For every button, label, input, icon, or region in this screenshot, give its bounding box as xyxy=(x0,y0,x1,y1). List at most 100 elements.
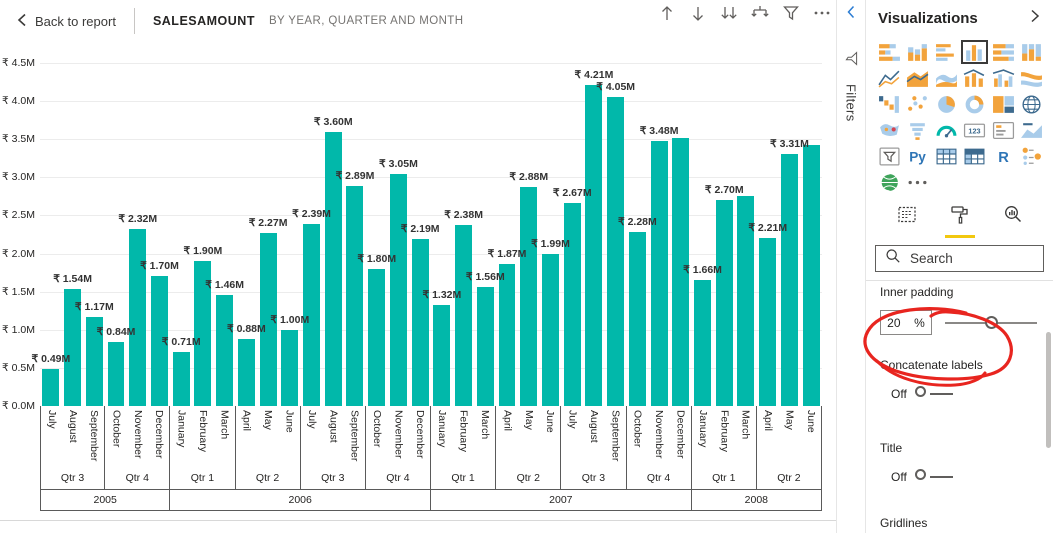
viz-icon-stacked-bar-chart[interactable] xyxy=(876,40,903,64)
bar[interactable] xyxy=(780,154,798,406)
tab-format[interactable] xyxy=(944,202,975,238)
slider-thumb[interactable] xyxy=(985,315,998,329)
bar[interactable] xyxy=(715,200,733,406)
viz-icon-r-script-visual[interactable]: R xyxy=(990,144,1017,168)
bar[interactable] xyxy=(672,138,690,406)
viz-icon-card[interactable]: 123 xyxy=(961,118,988,142)
bar-value-label: ₹ 2.70M xyxy=(704,184,744,196)
bar[interactable] xyxy=(368,269,386,406)
drill-up-icon[interactable] xyxy=(656,2,678,24)
bar[interactable] xyxy=(237,339,255,406)
bar[interactable] xyxy=(64,289,82,406)
viz-icon-area-chart[interactable] xyxy=(904,66,931,90)
viz-icon-gauge[interactable] xyxy=(933,118,960,142)
bar[interactable] xyxy=(476,287,494,406)
viz-icon-line-clustered-column-chart[interactable] xyxy=(990,66,1017,90)
bar[interactable] xyxy=(520,187,538,406)
viz-icon-donut-chart[interactable] xyxy=(961,92,988,116)
bar[interactable] xyxy=(303,224,320,406)
viz-icon-map[interactable] xyxy=(1018,92,1045,116)
bar[interactable] xyxy=(216,295,234,406)
bar[interactable] xyxy=(389,174,407,406)
panel-scrollbar-thumb[interactable] xyxy=(1046,332,1051,448)
month-axis-label: June xyxy=(544,410,557,433)
viz-icon-line-chart[interactable] xyxy=(876,66,903,90)
bar[interactable] xyxy=(541,254,559,406)
inner-padding-value[interactable] xyxy=(887,315,906,330)
viz-icon-scatter-chart[interactable] xyxy=(904,92,931,116)
month-axis-label: January xyxy=(436,410,449,448)
expand-all-levels-icon[interactable] xyxy=(749,2,771,24)
tab-analytics[interactable] xyxy=(998,202,1028,238)
bar[interactable] xyxy=(129,229,147,406)
tab-fields[interactable] xyxy=(892,202,922,238)
toggle-off-switch[interactable] xyxy=(914,385,959,402)
filter-icon[interactable] xyxy=(780,2,802,24)
inner-padding-input[interactable]: % xyxy=(880,310,932,335)
viz-icon-slicer[interactable] xyxy=(876,144,903,168)
bar[interactable] xyxy=(172,352,190,406)
bar[interactable] xyxy=(650,141,668,406)
viz-icon-stacked-column-chart[interactable] xyxy=(904,40,931,64)
bar[interactable] xyxy=(107,342,125,406)
viz-icon-waterfall-chart[interactable] xyxy=(876,92,903,116)
search-input[interactable] xyxy=(910,251,1034,266)
bar[interactable] xyxy=(411,239,429,406)
expand-filters-chevron-icon[interactable] xyxy=(845,5,857,24)
viz-icon-table[interactable] xyxy=(933,144,960,168)
bar[interactable] xyxy=(433,305,451,406)
viz-icon-filled-map[interactable] xyxy=(876,118,903,142)
bar[interactable] xyxy=(194,261,212,406)
viz-icon-pie-chart[interactable] xyxy=(933,92,960,116)
bar[interactable] xyxy=(628,232,646,406)
expand-next-level-icon[interactable] xyxy=(718,2,740,24)
visual-header-toolbar xyxy=(656,2,833,24)
viz-icon-ribbon-chart[interactable] xyxy=(1018,66,1045,90)
bar[interactable] xyxy=(85,317,103,406)
bar[interactable] xyxy=(563,203,581,406)
viz-icon-arcgis-map[interactable] xyxy=(876,170,903,194)
inner-padding-slider[interactable] xyxy=(945,315,1037,331)
viz-icon-more-options[interactable] xyxy=(904,170,931,194)
bar[interactable] xyxy=(42,369,60,406)
title-toggle[interactable]: Off xyxy=(880,468,1053,485)
collapse-panel-chevron-icon[interactable] xyxy=(1028,9,1041,28)
viz-icon-clustered-column-chart[interactable] xyxy=(961,40,989,64)
bar[interactable] xyxy=(498,264,516,406)
drill-down-icon[interactable] xyxy=(687,2,709,24)
viz-icon-100-stacked-column-chart[interactable] xyxy=(1018,40,1045,64)
bar[interactable] xyxy=(607,97,625,406)
bar[interactable] xyxy=(150,276,168,406)
bar[interactable] xyxy=(281,330,299,406)
bar[interactable] xyxy=(346,186,364,406)
bar[interactable] xyxy=(259,233,277,406)
viz-icon-matrix[interactable] xyxy=(961,144,988,168)
back-to-report-button[interactable]: Back to report xyxy=(16,13,116,30)
bar[interactable] xyxy=(324,132,342,406)
viz-icon-python-visual[interactable]: Py xyxy=(904,144,931,168)
bar[interactable] xyxy=(585,85,603,406)
toggle-off-switch[interactable] xyxy=(914,468,959,485)
month-axis-label: January xyxy=(175,410,188,448)
filters-pane-label[interactable]: Filters xyxy=(843,84,859,122)
viz-icon-kpi[interactable] xyxy=(1018,118,1045,142)
viz-icon-multi-row-card[interactable] xyxy=(990,118,1017,142)
filters-funnel-icon xyxy=(843,50,860,72)
viz-icon-stacked-area-chart[interactable] xyxy=(933,66,960,90)
format-search-box[interactable] xyxy=(875,245,1044,272)
viz-icon-clustered-bar-chart[interactable] xyxy=(933,40,960,64)
bar[interactable] xyxy=(737,196,755,406)
viz-icon-funnel[interactable] xyxy=(904,118,931,142)
bar[interactable] xyxy=(455,225,473,406)
bar[interactable] xyxy=(694,280,711,406)
bar[interactable] xyxy=(802,145,820,406)
concatenate-labels-toggle[interactable]: Off xyxy=(880,385,1053,402)
viz-icon-100-stacked-bar-chart[interactable] xyxy=(990,40,1017,64)
more-options-icon[interactable] xyxy=(811,2,833,24)
quarter-group: ₹ 0.49M ₹ 1.54M ₹ 1.17M July August September… xyxy=(31,55,114,489)
svg-text:123: 123 xyxy=(969,126,981,135)
bar[interactable] xyxy=(759,238,777,406)
viz-icon-treemap[interactable] xyxy=(990,92,1017,116)
viz-icon-key-influencers[interactable] xyxy=(1018,144,1045,168)
viz-icon-line-stacked-column-chart[interactable] xyxy=(961,66,988,90)
